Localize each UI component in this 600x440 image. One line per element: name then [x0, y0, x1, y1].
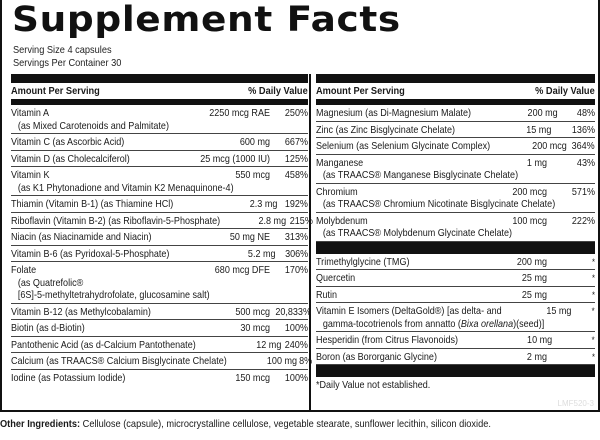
- nutrient-row: Vitamin C (as Ascorbic Acid) 600 mg 667%: [11, 134, 308, 151]
- medium-bar: [11, 99, 308, 105]
- nutrient-row: Vitamin D (as Cholecalciferol) 25 mcg (10…: [11, 151, 308, 167]
- table-header: Amount Per Serving % Daily Value: [316, 83, 595, 99]
- ingredient-row: Rutin 25 mg *: [316, 287, 595, 303]
- medium-bar: [316, 99, 595, 105]
- ingredient-row: Vitamin E Isomers (DeltaGold®) [as delta…: [316, 303, 595, 332]
- daily-value-label: % Daily Value: [248, 85, 308, 97]
- thick-bar: [316, 241, 595, 254]
- lot-code: LMF520-3: [557, 399, 594, 408]
- nutrient-row: Thiamin (Vitamin B-1) (as Thiamine HCl) 2…: [11, 196, 308, 213]
- nutrient-row: Molybdenum 100 mcg 222% (as TRAACS® Molybd…: [316, 213, 595, 242]
- nutrient-row: Calcium (as TRAACS® Calcium Bisglycinate…: [11, 353, 312, 370]
- nutrient-row: Zinc (as Zinc Bisglycinate Chelate) 15 mg…: [316, 122, 595, 138]
- thick-bar: [11, 74, 308, 83]
- nutrient-row: Selenium (as Selenium Glycinate Complex)…: [316, 138, 595, 155]
- amount-per-serving-label: Amount Per Serving: [11, 85, 100, 97]
- nutrient-row: Biotin (as d-Biotin) 30 mcg 100%: [11, 320, 308, 337]
- ingredient-row: Hesperidin (from Citrus Flavonoids) 10 mg…: [316, 332, 595, 349]
- ingredient-row: Trimethylglycine (TMG) 200 mg *: [316, 254, 595, 270]
- ingredient-row: Quercetin 25 mg *: [316, 270, 595, 287]
- nutrient-row: Magnesium (as Di-Magnesium Malate) 200 mg…: [316, 105, 595, 122]
- panel-title: Supplement Facts: [12, 0, 401, 40]
- serving-info: Serving Size 4 capsules Servings Per Con…: [13, 44, 121, 70]
- nutrient-row: Chromium 200 mcg 571% (as TRAACS® Chromium…: [316, 184, 595, 213]
- thick-bar: [316, 365, 595, 377]
- other-ingredients: Other Ingredients: Cellulose (capsule), …: [0, 418, 491, 430]
- nutrient-row: Vitamin B-12 (as Methylcobalamin) 500 mcg…: [11, 304, 311, 320]
- daily-value-footnote: *Daily Value not established.: [316, 379, 431, 391]
- amount-per-serving-label: Amount Per Serving: [316, 85, 405, 97]
- thick-bar: [316, 74, 595, 83]
- supplement-facts-panel: Supplement Facts Serving Size 4 capsules…: [0, 0, 600, 412]
- nutrient-row: Pantothenic Acid (as d-Calcium Pantothen…: [11, 337, 308, 353]
- nutrient-row: Niacin (as Niacinamide and Niacin) 50 mg …: [11, 229, 308, 246]
- nutrient-row: Vitamin A 2250 mcg RAE 250% (as Mixed Caro…: [11, 105, 308, 134]
- other-ingredients-label: Other Ingredients:: [0, 418, 81, 430]
- ingredient-row: Boron (as Bororganic Glycine) 2 mg *: [316, 349, 595, 365]
- other-ingredients-text: Cellulose (capsule), microcrystalline ce…: [80, 418, 491, 430]
- nutrient-row: Iodine (as Potassium Iodide) 150 mcg 100%: [11, 371, 308, 384]
- nutrient-row: Folate 680 mcg DFE 170% (as Quatrefolic® […: [11, 262, 308, 304]
- left-column: Amount Per Serving % Daily Value Vitamin…: [11, 74, 313, 385]
- table-header: Amount Per Serving % Daily Value: [11, 83, 308, 99]
- nutrient-row: Riboflavin (Vitamin B-2) (as Riboflavin-…: [11, 213, 313, 229]
- nutrient-row: Vitamin B-6 (as Pyridoxal-5-Phosphate) 5.…: [11, 246, 308, 262]
- right-column: Amount Per Serving % Daily Value Magnesi…: [316, 74, 595, 391]
- daily-value-label: % Daily Value: [535, 85, 595, 97]
- nutrient-row: Manganese 1 mg 43% (as TRAACS® Manganese B…: [316, 155, 595, 184]
- column-divider: [309, 74, 311, 412]
- serving-size: Serving Size 4 capsules: [13, 44, 112, 56]
- servings-per-container: Servings Per Container 30: [13, 57, 122, 69]
- nutrient-row: Vitamin K 550 mcg 458% (as K1 Phytonadione…: [11, 167, 308, 196]
